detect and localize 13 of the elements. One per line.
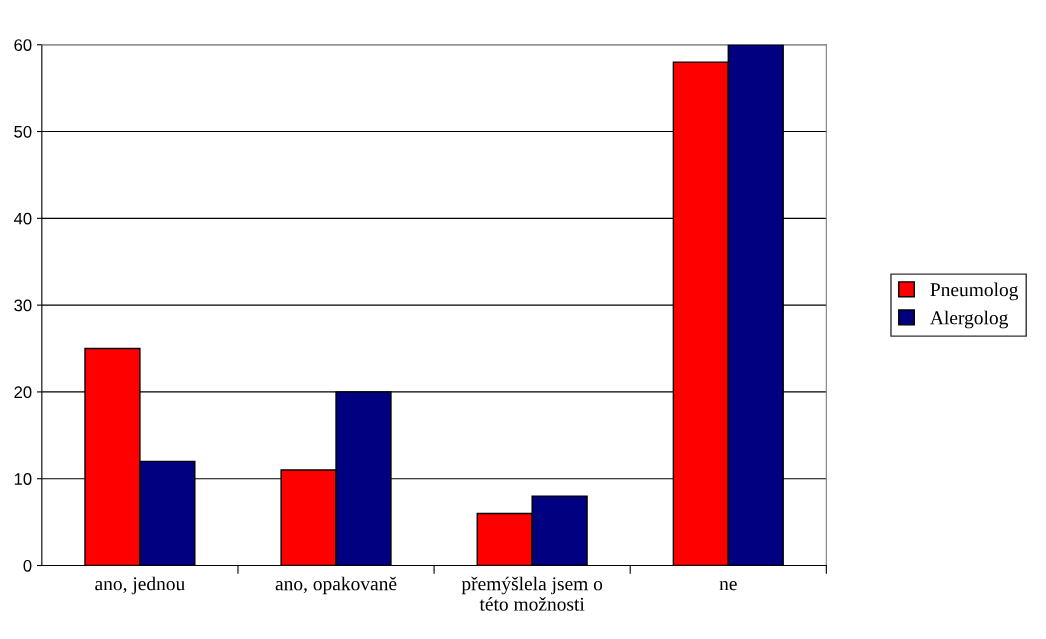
y-tick-label: 50 xyxy=(14,125,32,138)
x-tick-label: ne xyxy=(719,580,737,591)
y-tick-label: 30 xyxy=(14,299,32,312)
legend-label: Pneumolog xyxy=(930,282,1019,301)
y-tick-label: 20 xyxy=(14,386,32,399)
x-tick-label: ano, jednou xyxy=(95,576,185,595)
y-tick-label: 40 xyxy=(13,212,32,225)
legend-label: Alergolog xyxy=(930,310,1008,329)
x-tick-label: přemýšlela jsem o této možnosti xyxy=(461,576,603,611)
x-tick-label: ano, opakovaně xyxy=(275,576,397,595)
y-tick-label: 60 xyxy=(14,39,32,51)
y-tick-label: 0 xyxy=(23,559,32,572)
y-tick-label: 10 xyxy=(14,473,32,485)
